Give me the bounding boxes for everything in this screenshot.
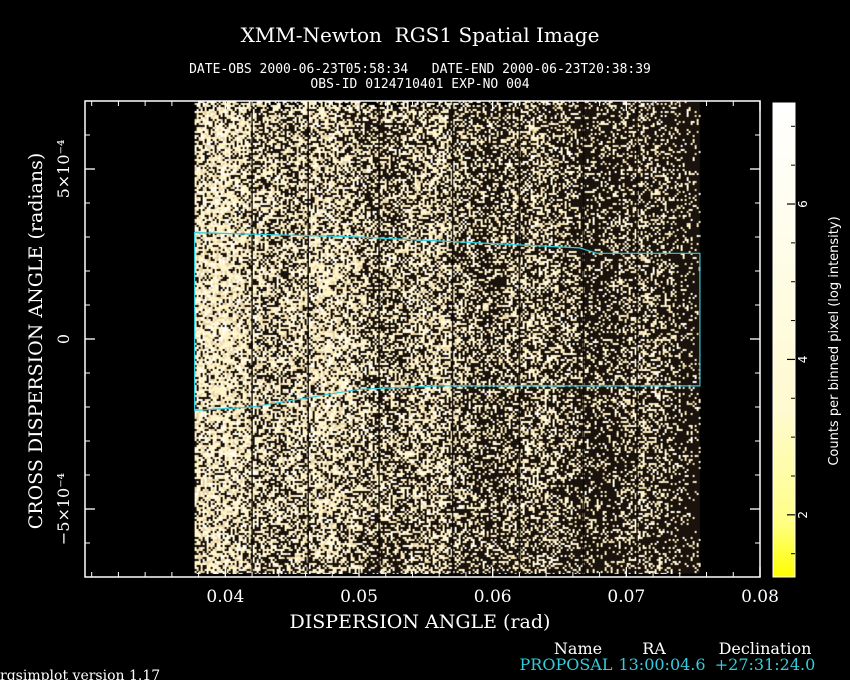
chart-title: XMM-Newton RGS1 Spatial Image: [241, 23, 600, 47]
plot-area: [194, 101, 701, 577]
colorbar-tick-label: 6: [796, 200, 810, 208]
x-tick-label: 0.05: [340, 587, 378, 607]
x-tick-label: 0.06: [474, 587, 512, 607]
x-tick-label: 0.04: [206, 587, 244, 607]
y-tick-label: 5×10⁻⁴: [54, 140, 73, 199]
colorbar: [772, 102, 796, 578]
y-axis-label: CROSS DISPERSION ANGLE (radians): [25, 153, 47, 529]
header-declination: Declination: [719, 639, 812, 658]
colorbar-label: Counts per binned pixel (log intensity): [827, 216, 842, 465]
source-table: Name RA Declination PROPOSAL 13:00:04.6 …: [520, 639, 816, 674]
colorbar-ticks: 2 4 6: [787, 125, 810, 555]
x-axis: 0.04 0.05 0.06 0.07 0.08: [91, 101, 779, 607]
version-footer: rgsimplot version 1.17: [0, 668, 160, 680]
y-tick-label: −5×10⁻⁴: [54, 473, 73, 545]
chart-subtitle-dates: DATE-OBS 2000-06-23T05:58:34 DATE-END 20…: [189, 62, 651, 77]
x-tick-label: 0.07: [607, 587, 645, 607]
y-axis: 5×10⁻⁴ 0 −5×10⁻⁴: [54, 134, 760, 578]
colorbar-tick-label: 2: [796, 511, 810, 519]
event-density-raster: [194, 101, 701, 574]
ccd-gap-lines: [251, 101, 638, 577]
chart-subtitle-obsid: OBS-ID 0124710401 EXP-NO 004: [310, 77, 529, 92]
header-name: Name: [554, 639, 602, 658]
colorbar-tick-label: 4: [796, 356, 810, 364]
source-name: PROPOSAL: [520, 655, 613, 674]
y-tick-label: 0: [54, 334, 73, 344]
spatial-region-outline: [194, 231, 701, 412]
header-ra: RA: [642, 639, 666, 658]
source-dec: +27:31:24.0: [715, 655, 816, 674]
x-axis-label: DISPERSION ANGLE (rad): [290, 611, 551, 633]
source-ra: 13:00:04.6: [618, 655, 705, 674]
x-tick-label: 0.08: [741, 587, 779, 607]
event-density-image: [194, 101, 701, 574]
